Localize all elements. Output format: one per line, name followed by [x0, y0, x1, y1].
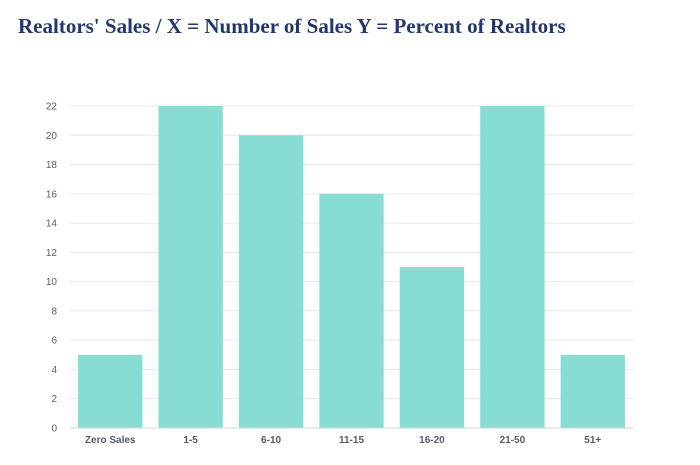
x-tick-label: 21-50: [500, 435, 526, 446]
y-tick-label: 0: [51, 424, 57, 435]
bar: [399, 267, 465, 428]
y-tick-label: 16: [46, 189, 58, 200]
x-tick-label: 16-20: [419, 435, 445, 446]
y-tick-label: 22: [46, 102, 58, 113]
bar: [319, 193, 384, 428]
y-tick-label: 10: [46, 277, 58, 288]
y-tick-label: 20: [46, 131, 58, 142]
y-axis-ticks: 0 2 4 6 8 10 12 14 16 18 20 22: [46, 102, 58, 435]
bar: [560, 354, 625, 428]
bar: [78, 354, 143, 428]
y-tick-label: 18: [46, 160, 58, 171]
chart-title: Realtors' Sales / X = Number of Sales Y …: [18, 14, 566, 38]
y-tick-label: 2: [51, 394, 57, 405]
y-tick-label: 14: [46, 219, 58, 230]
x-tick-label: 6-10: [261, 435, 281, 446]
y-tick-label: 8: [51, 306, 57, 317]
x-axis-tick-labels: Zero Sales 1-5 6-10 11-15 16-20 21-50 51+: [85, 435, 602, 446]
x-tick-label: 1-5: [183, 435, 198, 446]
y-tick-label: 12: [46, 248, 58, 259]
x-tick-label: 51+: [584, 435, 601, 446]
bars: [78, 106, 625, 428]
bar: [480, 106, 545, 428]
bar: [158, 106, 223, 428]
y-tick-label: 6: [51, 336, 57, 347]
x-tick-label: 11-15: [339, 435, 364, 446]
x-tick-label: Zero Sales: [85, 435, 136, 446]
y-tick-label: 4: [51, 365, 57, 376]
bar: [238, 135, 304, 428]
